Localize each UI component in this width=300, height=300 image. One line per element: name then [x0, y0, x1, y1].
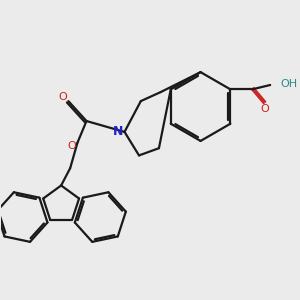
Text: N: N [113, 125, 123, 138]
Text: O: O [58, 92, 67, 102]
Text: O: O [68, 141, 76, 151]
Text: OH: OH [280, 79, 297, 89]
Text: O: O [260, 103, 269, 113]
